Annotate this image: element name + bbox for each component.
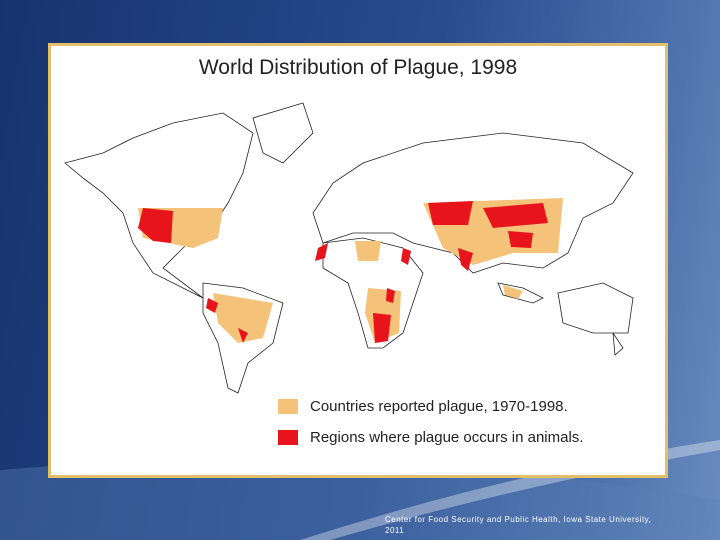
legend-label: Regions where plague occurs in animals. xyxy=(310,429,584,446)
map-title: World Distribution of Plague, 1998 xyxy=(198,56,518,79)
world-map xyxy=(64,102,634,394)
legend-label: Countries reported plague, 1970-1998. xyxy=(310,398,568,415)
legend-swatch xyxy=(278,430,298,445)
legend-item: Countries reported plague, 1970-1998. xyxy=(278,398,568,415)
legend-swatch xyxy=(278,399,298,414)
footer: Center for Food Security and Public Heal… xyxy=(385,515,652,535)
map-frame: World Distribution of Plague, 1998 xyxy=(48,43,668,478)
legend-item: Regions where plague occurs in animals. xyxy=(278,429,583,446)
